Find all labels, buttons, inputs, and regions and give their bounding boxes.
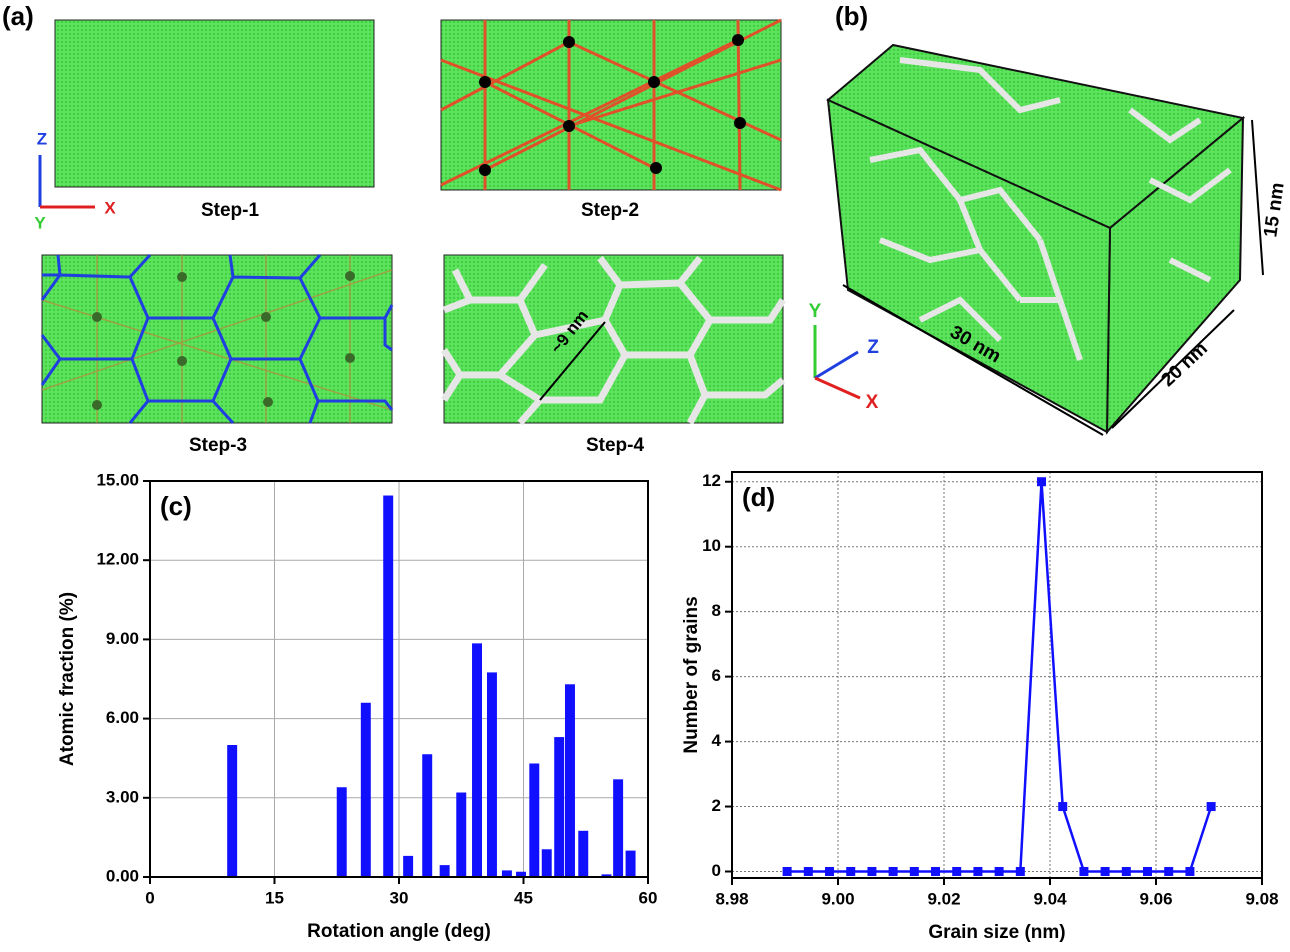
x-tick-label: 8.98 — [715, 889, 748, 908]
bar — [403, 856, 413, 877]
axis-name: Z — [867, 337, 879, 358]
marker — [1185, 867, 1194, 876]
marker — [973, 867, 982, 876]
marker — [1164, 867, 1173, 876]
x-tick-label: 9.06 — [1139, 889, 1172, 908]
marker — [889, 867, 898, 876]
axis-name: Y — [34, 213, 46, 232]
bar — [422, 754, 432, 877]
y-tick-label: 9.00 — [106, 629, 139, 648]
y-tick-label: 12.00 — [96, 550, 139, 569]
y-tick-label: 10 — [702, 536, 721, 555]
step-image: ~9 nm — [444, 255, 783, 423]
bar — [565, 684, 575, 877]
axis-name: Y — [809, 301, 822, 322]
axis-name: Z — [37, 129, 47, 148]
bar — [626, 851, 636, 877]
y-tick-label: 15.00 — [96, 470, 139, 489]
bar — [487, 672, 497, 877]
bar — [554, 737, 564, 877]
panel-label: (d) — [742, 482, 775, 512]
bar — [472, 643, 482, 877]
x-tick-label: 0 — [145, 888, 154, 907]
x-tick-label: 15 — [265, 888, 284, 907]
marker — [910, 867, 919, 876]
bar — [613, 779, 623, 877]
y-tick-label: 0.00 — [106, 866, 139, 885]
marker — [952, 867, 961, 876]
bar — [578, 831, 588, 877]
axis-name: X — [866, 392, 879, 413]
y-tick-label: 12 — [702, 471, 721, 490]
line — [787, 482, 1211, 872]
y-tick-label: 4 — [712, 731, 722, 750]
y-tick-label: 6.00 — [106, 708, 139, 727]
axis-triad: Y Z X — [809, 301, 880, 413]
marker — [931, 867, 940, 876]
y-axis-label: Number of grains — [681, 596, 702, 753]
x-tick-label: 45 — [514, 888, 533, 907]
x-axis-label: Rotation angle (deg) — [307, 921, 491, 942]
step-label: Step-1 — [201, 200, 260, 221]
marker — [825, 867, 834, 876]
marker — [1101, 867, 1110, 876]
step-label: Step-3 — [189, 435, 247, 456]
y-tick-label: 6 — [712, 666, 721, 685]
x-axis-label: Grain size (nm) — [928, 922, 1065, 943]
step-image — [55, 20, 374, 187]
bar — [529, 763, 539, 877]
marker — [1079, 867, 1088, 876]
bar — [440, 865, 450, 877]
step-label: Step-2 — [581, 200, 639, 221]
x-tick-label: 9.04 — [1033, 889, 1067, 908]
x-tick-label: 60 — [639, 888, 658, 907]
marker — [1207, 802, 1216, 811]
panel-label: (a) — [2, 1, 34, 31]
x-tick-label: 9.00 — [821, 889, 854, 908]
marker — [1122, 867, 1131, 876]
x-tick-label: 30 — [390, 888, 409, 907]
bar — [383, 496, 393, 877]
panel-label: (b) — [835, 1, 868, 31]
dimension-label: 15 nm — [1260, 181, 1288, 238]
y-tick-label: 3.00 — [106, 787, 139, 806]
y-tick-label: 2 — [712, 796, 721, 815]
bar — [361, 703, 371, 877]
plot-frame — [732, 472, 1262, 878]
figure: (a) (b) Step-1 Step-2 Step-3 ~9 nm Step-… — [0, 0, 1290, 947]
bar — [542, 849, 552, 877]
y-axis-label: Atomic fraction (%) — [57, 592, 78, 766]
bar — [337, 787, 347, 877]
y-tick-label: 0 — [712, 861, 721, 880]
x-tick-label: 9.08 — [1245, 889, 1278, 908]
axis-name: X — [104, 198, 116, 217]
marker — [846, 867, 855, 876]
marker — [995, 867, 1004, 876]
step-image — [441, 20, 781, 190]
marker — [804, 867, 813, 876]
marker — [783, 867, 792, 876]
marker — [1037, 477, 1046, 486]
y-tick-label: 8 — [712, 601, 721, 620]
marker — [1016, 867, 1025, 876]
marker — [867, 867, 876, 876]
marker — [1143, 867, 1152, 876]
bar — [227, 745, 237, 877]
marker — [1058, 802, 1067, 811]
x-tick-label: 9.02 — [927, 889, 960, 908]
bar — [456, 793, 466, 877]
step-image — [42, 255, 392, 423]
step-label: Step-4 — [586, 435, 645, 456]
panel-label: (c) — [160, 491, 192, 521]
